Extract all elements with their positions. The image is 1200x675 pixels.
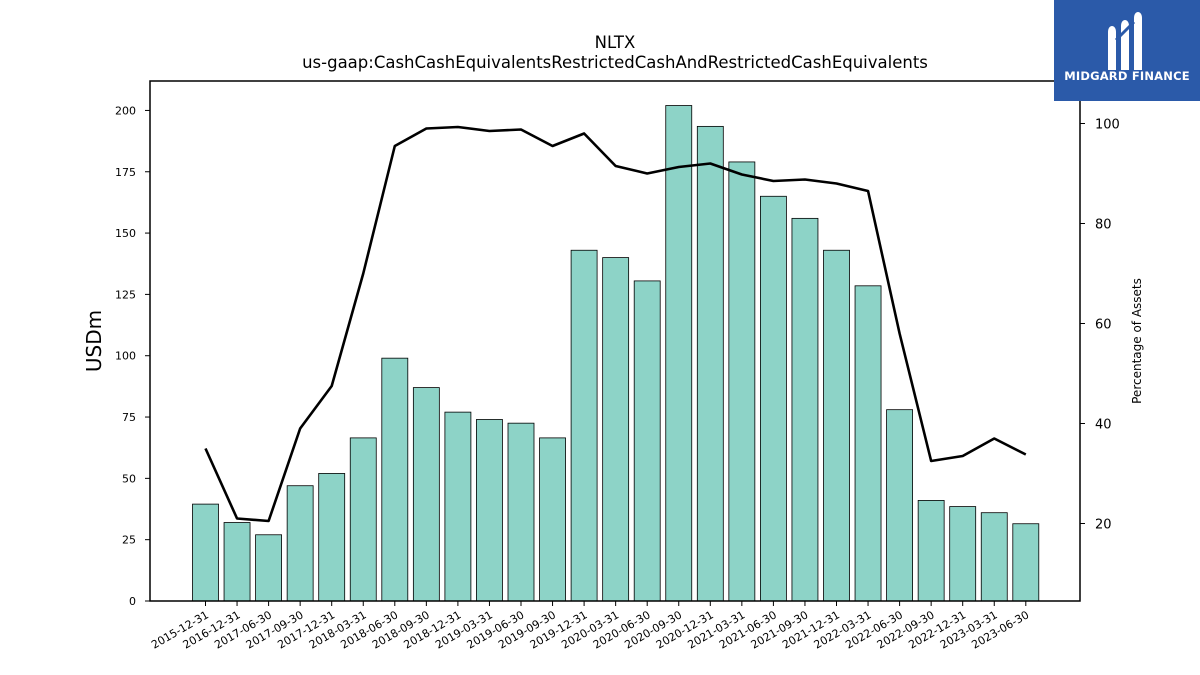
y-tick-label: 175 bbox=[115, 166, 136, 179]
bar-2018-09-30 bbox=[412, 387, 440, 602]
midgard-m-icon bbox=[1108, 12, 1142, 70]
bar-2022-09-30 bbox=[917, 500, 945, 602]
bar-2020-12-31 bbox=[696, 125, 724, 602]
x-ticks: 2015-12-312016-12-312017-06-302017-09-30… bbox=[149, 601, 1031, 652]
bar-2018-06-30 bbox=[381, 357, 409, 602]
bar-2019-06-30 bbox=[507, 422, 535, 602]
bar-2019-09-30 bbox=[539, 437, 566, 602]
plot-frame bbox=[149, 80, 1081, 602]
bar-2023-03-31 bbox=[980, 512, 1008, 602]
y2-tick-label: 40 bbox=[1095, 418, 1112, 433]
bar-2020-03-31 bbox=[602, 257, 630, 602]
y-tick-label: 200 bbox=[115, 104, 136, 117]
bar-2021-09-30 bbox=[791, 217, 819, 602]
y2-tick-label: 20 bbox=[1095, 518, 1112, 533]
bar-2021-03-31 bbox=[728, 161, 756, 602]
bar-2016-12-31 bbox=[223, 522, 251, 602]
y2-ticks: 20 40 60 80 100 bbox=[1080, 118, 1120, 533]
bar-2021-06-30 bbox=[760, 195, 787, 602]
y-tick-label: 100 bbox=[115, 350, 136, 363]
bar-2020-06-30 bbox=[633, 280, 661, 602]
percentage-line bbox=[204, 125, 1027, 523]
bar-2022-06-30 bbox=[886, 409, 913, 602]
y-axis-label: USDm bbox=[82, 310, 106, 372]
y-ticks: 0 25 50 75 100 125 150 175 200 bbox=[115, 104, 150, 608]
bar-2022-03-31 bbox=[854, 285, 882, 602]
bar-2017-12-31 bbox=[318, 473, 346, 602]
y-tick-label: 75 bbox=[122, 411, 136, 424]
bar-2017-06-30 bbox=[255, 534, 283, 602]
y2-axis-label: Percentage of Assets bbox=[1130, 278, 1144, 404]
bar-2019-03-31 bbox=[476, 419, 503, 602]
bar-2018-03-31 bbox=[349, 437, 377, 602]
bar-2015-12-31 bbox=[192, 503, 219, 602]
y-tick-label: 25 bbox=[122, 534, 136, 547]
y-tick-label: 0 bbox=[129, 595, 136, 608]
bar-2018-12-31 bbox=[444, 411, 472, 602]
chart-title: NLTX bbox=[595, 33, 636, 52]
bar-2023-06-30 bbox=[1012, 523, 1040, 602]
y-tick-label: 125 bbox=[115, 288, 136, 301]
y2-tick-label: 100 bbox=[1095, 118, 1120, 133]
bar-series bbox=[192, 105, 1040, 602]
line-series bbox=[204, 125, 1027, 523]
bar-2022-12-31 bbox=[949, 506, 977, 602]
brand-name: MIDGARD FINANCE bbox=[1064, 69, 1190, 83]
y-tick-label: 150 bbox=[115, 227, 136, 240]
bar-2017-09-30 bbox=[286, 485, 314, 602]
y2-tick-label: 80 bbox=[1095, 218, 1112, 233]
brand-logo: MIDGARD FINANCE bbox=[1054, 0, 1200, 101]
axes bbox=[149, 80, 1081, 602]
bar-2021-12-31 bbox=[823, 249, 850, 602]
y-tick-label: 50 bbox=[122, 472, 136, 485]
chart-subtitle: us-gaap:CashCashEquivalentsRestrictedCas… bbox=[302, 53, 928, 72]
bar-2019-12-31 bbox=[570, 249, 598, 602]
y2-tick-label: 60 bbox=[1095, 318, 1112, 333]
bar-2020-09-30 bbox=[665, 105, 693, 602]
